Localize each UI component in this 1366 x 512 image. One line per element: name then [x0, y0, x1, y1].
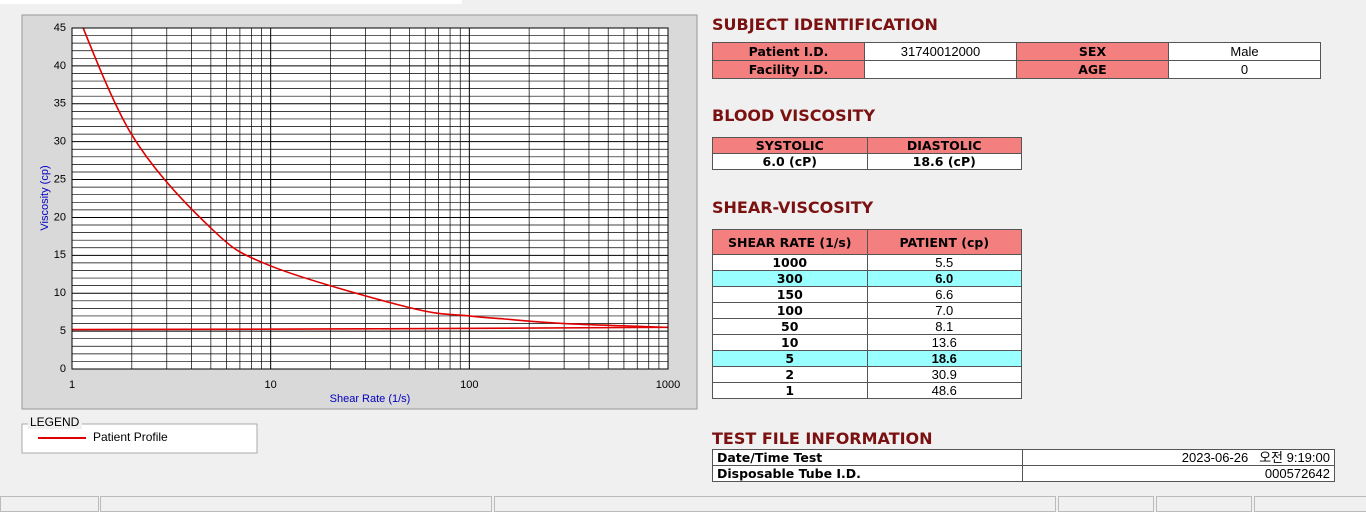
status-cell — [1254, 496, 1366, 512]
y-axis-label: Viscosity (cp) — [39, 165, 51, 230]
table-cell: 0 — [1168, 60, 1321, 79]
y-tick-label: 5 — [60, 325, 66, 337]
table-row: 1 48.6 — [712, 382, 1022, 399]
top-strip — [0, 0, 462, 4]
table-row: 10 13.6 — [712, 334, 1022, 351]
table-cell: 30.9 — [866, 366, 1022, 383]
legend-title-bg — [28, 417, 82, 429]
table-cell: 300 — [712, 270, 868, 287]
chart-panel: Shear Rate (1/s) Viscosity (cp) LEGEND P… — [0, 0, 698, 454]
table-row: 6.0 (cP) 18.6 (cP) — [712, 153, 1022, 170]
y-tick-label: 35 — [54, 98, 66, 110]
plot-border — [71, 27, 669, 370]
table-cell: Facility I.D. — [712, 60, 865, 79]
status-cell — [100, 496, 492, 512]
x-tick-label: 1 — [69, 379, 75, 391]
table-cell: 6.0 — [866, 270, 1022, 287]
table-cell: 18.6 — [866, 350, 1022, 367]
subject-table: Patient I.D. 31740012000 SEX Male Facility I… — [712, 42, 1321, 79]
table-row: SHEAR RATE (1/s) PATIENT (cp) — [712, 229, 1022, 255]
table-row: 100 7.0 — [712, 302, 1022, 319]
status-cell — [494, 496, 1056, 512]
table-cell: 5.5 — [866, 254, 1022, 271]
table-cell: Date/Time Test — [712, 449, 1023, 466]
legend-label: Patient Profile — [93, 430, 168, 444]
blood-viscosity-table: SYSTOLIC DIASTOLIC 6.0 (cP) 18.6 (cP) — [712, 137, 1022, 170]
series-line — [82, 28, 668, 329]
table-cell: 6.0 (cP) — [712, 153, 868, 170]
x-tick-label: 10 — [265, 379, 277, 391]
table-row: 2 30.9 — [712, 366, 1022, 383]
y-tick-label: 40 — [54, 60, 66, 72]
section-title: SUBJECT IDENTIFICATION — [712, 15, 938, 34]
table-cell: 8.1 — [866, 318, 1022, 335]
table-cell: 2 — [712, 366, 868, 383]
y-tick-label: 20 — [54, 211, 66, 223]
table-cell: 000572642 — [1022, 465, 1335, 482]
table-cell: 6.6 — [866, 286, 1022, 303]
test-file-table: Date/Time Test 2023-06-26 오전 9:19:00 Dispo… — [712, 449, 1335, 482]
table-row: Date/Time Test 2023-06-26 오전 9:19:00 — [712, 449, 1335, 466]
x-tick-label: 1000 — [656, 379, 680, 391]
table-row: 150 6.6 — [712, 286, 1022, 303]
shear-viscosity-table: SHEAR RATE (1/s) PATIENT (cp) 1000 5.5 300 6.… — [712, 229, 1022, 399]
table-cell: 50 — [712, 318, 868, 335]
y-tick-label: 10 — [54, 287, 66, 299]
table-cell: 5 — [712, 350, 868, 367]
legend-title: LEGEND — [30, 415, 80, 429]
section-title: SHEAR-VISCOSITY — [712, 198, 874, 217]
table-header: PATIENT (cp) — [866, 229, 1022, 255]
y-tick-label: 15 — [54, 249, 66, 261]
table-row: 1000 5.5 — [712, 254, 1022, 271]
table-cell: SEX — [1016, 42, 1169, 61]
table-cell: 10 — [712, 334, 868, 351]
x-axis-label: Shear Rate (1/s) — [330, 393, 411, 405]
table-row: Facility I.D. AGE 0 — [712, 60, 1321, 79]
section-title: BLOOD VISCOSITY — [712, 106, 876, 125]
x-tick-label: 100 — [460, 379, 478, 391]
table-cell: 48.6 — [866, 382, 1022, 399]
table-cell: Male — [1168, 42, 1321, 61]
table-cell: 100 — [712, 302, 868, 319]
table-cell: 31740012000 — [864, 42, 1017, 61]
table-row: SYSTOLIC DIASTOLIC — [712, 137, 1022, 154]
table-cell: 2023-06-26 오전 9:19:00 — [1022, 449, 1335, 466]
table-header: SHEAR RATE (1/s) — [712, 229, 868, 255]
section-title: TEST FILE INFORMATION — [712, 429, 933, 448]
y-tick-label: 30 — [54, 136, 66, 148]
table-cell: 18.6 (cP) — [866, 153, 1022, 170]
y-tick-label: 0 — [60, 363, 66, 375]
table-header: DIASTOLIC — [866, 137, 1022, 154]
table-row: Disposable Tube I.D. 000572642 — [712, 465, 1335, 482]
table-cell: 7.0 — [866, 302, 1022, 319]
table-row: Patient I.D. 31740012000 SEX Male — [712, 42, 1321, 61]
status-cell — [1156, 496, 1252, 512]
status-cell — [1058, 496, 1154, 512]
table-header: SYSTOLIC — [712, 137, 868, 154]
table-cell: 150 — [712, 286, 868, 303]
table-row: 5 18.6 — [712, 350, 1022, 367]
table-cell: 1 — [712, 382, 868, 399]
table-row: 300 6.0 — [712, 270, 1022, 287]
plot-area — [72, 28, 668, 369]
table-cell: Disposable Tube I.D. — [712, 465, 1023, 482]
y-tick-label: 25 — [54, 173, 66, 185]
status-cell — [0, 496, 99, 512]
table-row: 50 8.1 — [712, 318, 1022, 335]
table-cell: Patient I.D. — [712, 42, 865, 61]
series-line — [72, 326, 668, 331]
table-cell: AGE — [1016, 60, 1169, 79]
table-cell: 1000 — [712, 254, 868, 271]
y-tick-label: 45 — [54, 22, 66, 34]
table-cell: 13.6 — [866, 334, 1022, 351]
table-cell — [864, 60, 1017, 79]
